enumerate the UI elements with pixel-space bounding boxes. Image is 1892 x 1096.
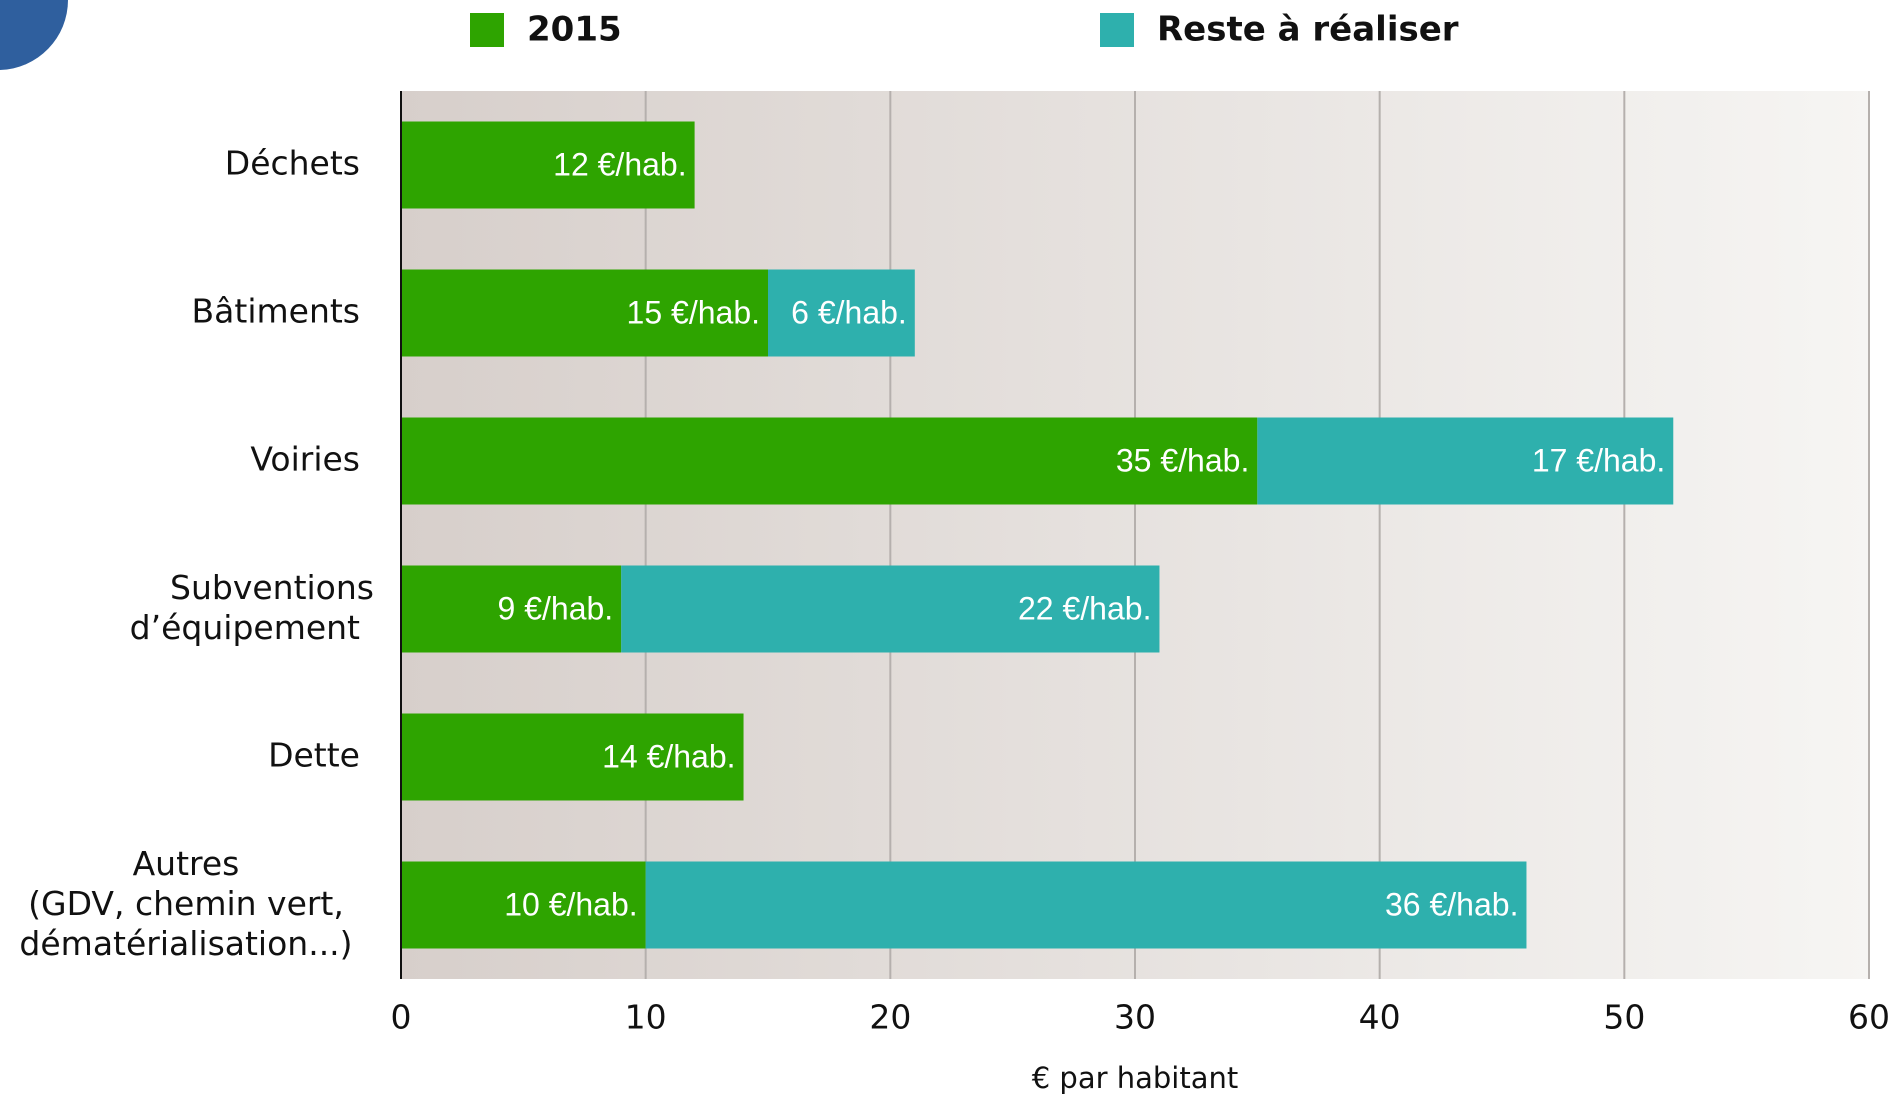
y-tick-label: Déchets (225, 144, 360, 183)
legend-label: 2015 (527, 10, 622, 50)
value-label: 22 €/hab. (1018, 590, 1151, 626)
bar-segment (645, 861, 1527, 949)
y-tick-label: Subventions d’équipement (130, 568, 374, 647)
x-tick-label: 60 (1848, 998, 1890, 1037)
logo-fragment (0, 0, 69, 70)
value-label: 12 €/hab. (553, 146, 686, 182)
bar-segment (401, 565, 622, 653)
legend-swatch (1100, 13, 1134, 47)
y-tick-label: Voiries (250, 440, 360, 479)
x-tick-label: 40 (1359, 998, 1401, 1037)
bar-segment (401, 121, 695, 209)
bar-segment (621, 565, 1160, 653)
bar-segment (401, 861, 646, 949)
bar-segment (401, 269, 768, 357)
value-label: 9 €/hab. (498, 590, 614, 626)
value-label: 36 €/hab. (1385, 886, 1518, 922)
bar-segment (401, 417, 1258, 505)
x-tick-label: 10 (625, 998, 667, 1037)
legend-label: Reste à réaliser (1157, 10, 1459, 50)
y-tick-label: Bâtiments (192, 292, 360, 331)
bar-segment (401, 713, 744, 801)
value-label: 14 €/hab. (602, 738, 735, 774)
value-label: 35 €/hab. (1116, 442, 1249, 478)
bar-segment (768, 269, 915, 357)
y-tick-label: Dette (268, 736, 360, 775)
x-tick-label: 30 (1114, 998, 1156, 1037)
x-axis-label: € par habitant (1032, 1061, 1239, 1095)
value-label: 6 €/hab. (791, 294, 907, 330)
x-tick-label: 20 (869, 998, 911, 1037)
value-label: 17 €/hab. (1532, 442, 1665, 478)
x-tick-label: 0 (391, 998, 412, 1037)
bar-segment (1257, 417, 1674, 505)
y-tick-label: Autres (GDV, chemin vert, dématérialisatio… (19, 844, 352, 963)
x-tick-label: 50 (1603, 998, 1645, 1037)
value-label: 10 €/hab. (504, 886, 637, 922)
value-label: 15 €/hab. (627, 294, 760, 330)
legend-swatch (470, 13, 504, 47)
